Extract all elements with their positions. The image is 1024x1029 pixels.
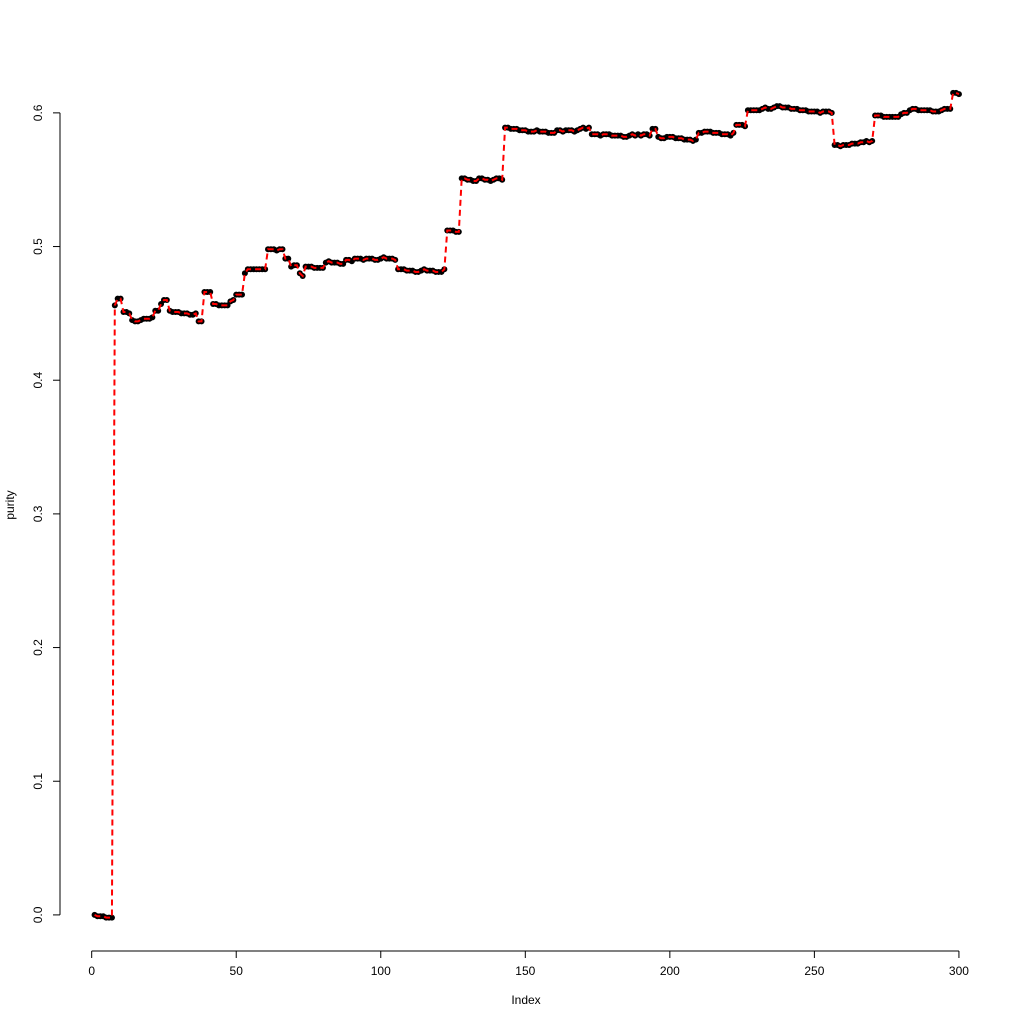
y-tick-label: 0.0 [31, 906, 45, 923]
y-tick-label: 0.3 [31, 505, 45, 522]
x-tick-label: 50 [230, 964, 244, 978]
x-tick-label: 0 [88, 964, 95, 978]
x-tick-label: 100 [371, 964, 391, 978]
y-tick-label: 0.4 [31, 372, 45, 389]
x-axis-title: Index [511, 993, 540, 1007]
x-tick-label: 200 [660, 964, 680, 978]
y-axis-title: purity [3, 490, 17, 519]
y-tick-label: 0.5 [31, 238, 45, 255]
x-tick-label: 250 [804, 964, 824, 978]
x-tick-label: 300 [949, 964, 969, 978]
y-tick-label: 0.2 [31, 639, 45, 656]
x-tick-label: 150 [515, 964, 535, 978]
data-point [207, 288, 214, 295]
data-point [285, 255, 292, 262]
y-tick-label: 0.6 [31, 104, 45, 121]
y-tick-label: 0.1 [31, 773, 45, 790]
data-point [239, 291, 246, 298]
data-point [108, 914, 115, 921]
data-line [94, 91, 960, 919]
